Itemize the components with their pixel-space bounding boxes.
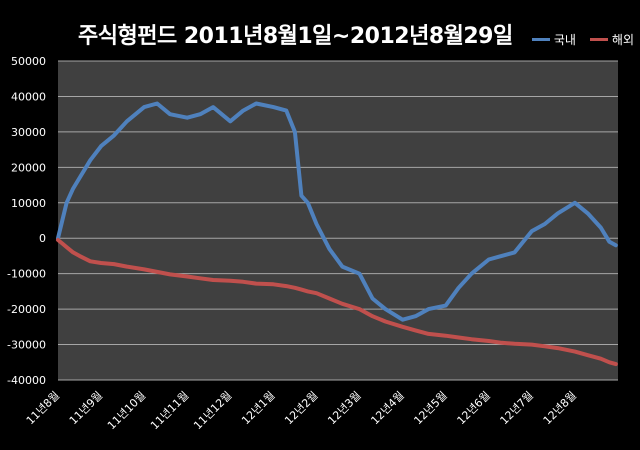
x-tick-label: 11년11월 [148,389,191,432]
x-tick-label: 12년8월 [541,389,579,427]
legend-item-overseas: 해외 [589,31,634,48]
y-tick-label: 40000 [11,90,46,103]
x-tick-label: 11년10월 [105,389,148,432]
plot-area [58,61,618,380]
x-tick-label: 12년4월 [368,389,406,427]
series-line-overseas [56,238,618,367]
legend-label-overseas: 해외 [611,33,634,47]
legend-label-domestic: 국내 [553,33,576,47]
x-tick-label: 11년12월 [191,389,234,432]
chart-title: 주식형펀드 2011년8월1일~2012년8월29일 [78,24,513,49]
x-tick-label: 12년1월 [239,389,277,427]
chart-legend: 국내 해외 [531,31,634,48]
y-tick-label: 0 [39,232,46,245]
y-tick-label: 30000 [11,126,46,139]
legend-item-domestic: 국내 [531,31,576,48]
x-tick-label: 12년7월 [498,389,536,427]
y-tick-label: 50000 [11,55,46,68]
y-tick-label: 20000 [11,161,46,174]
series-line-domestic [56,101,618,322]
x-tick-label: 12년6월 [455,389,493,427]
y-tick-label: -30000 [7,339,46,352]
y-tick-label: -10000 [7,268,46,281]
legend-swatch-overseas [589,38,608,41]
legend-swatch-domestic [531,38,550,41]
x-tick-label: 12년2월 [282,389,320,427]
y-tick-label: 10000 [11,197,46,210]
x-tick-label: 11년9월 [67,389,105,427]
y-tick-label: -40000 [7,374,46,387]
y-tick-label: -20000 [7,303,46,316]
x-tick-label: 12년3월 [325,389,363,427]
x-tick-label: 12년5월 [411,389,449,427]
x-tick-label: 11년8월 [24,389,62,427]
